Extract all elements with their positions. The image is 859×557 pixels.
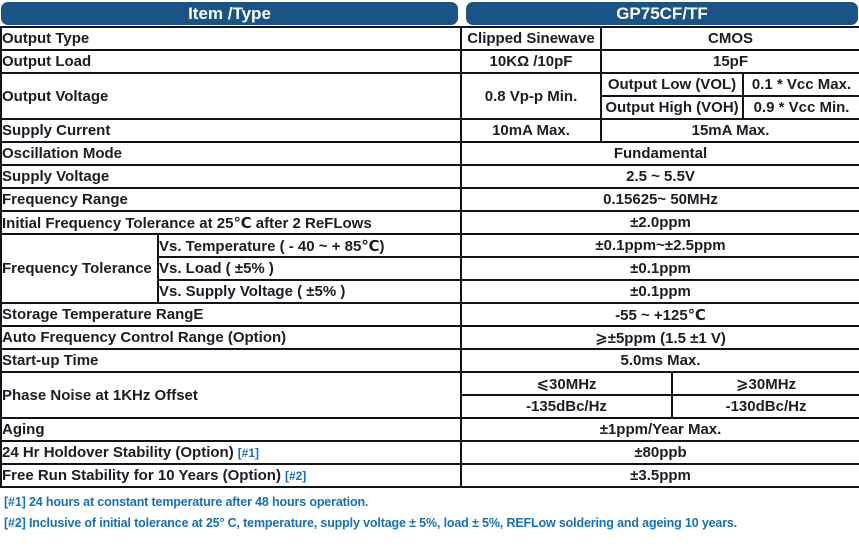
footnotes: [#1] 24 hours at constant temperature af… — [0, 488, 859, 534]
cell-value: ±3.5ppm — [459, 463, 859, 488]
cell-value: ⩾±5ppm (1.5 ±1 V) — [459, 325, 859, 350]
row-label: Free Run Stability for 10 Years (Option)… — [0, 463, 462, 488]
cell-voh-label: Output High (VOH) — [600, 95, 744, 120]
note-ref-2: [#2] — [284, 469, 307, 483]
row-label: Frequency Range — [0, 187, 462, 212]
cell-value: 2.5 ~ 5.5V — [459, 164, 859, 189]
cell-tf-value: 15mA Max. — [599, 118, 859, 143]
row-freq-tolerance-temperature: Frequency Tolerance Vs. Temperature ( - … — [0, 233, 859, 304]
cell-vol-value: 0.1 * Vcc Max. — [741, 72, 859, 97]
row-holdover-stability: 24 Hr Holdover Stability (Option) [#1] ±8… — [0, 440, 859, 465]
row-label: Output Voltage — [0, 72, 462, 120]
row-startup-time: Start-up Time 5.0ms Max. — [0, 348, 859, 373]
row-label: Output Type — [0, 26, 462, 51]
cell-voh-value: 0.9 * Vcc Min. — [741, 95, 859, 120]
row-supply-voltage: Supply Voltage 2.5 ~ 5.5V — [0, 164, 859, 189]
row-label-text: 24 Hr Holdover Stability (Option) — [2, 444, 234, 461]
cell-freq-high-header: ⩾30MHz — [670, 371, 859, 396]
cell-sub-label: Vs. Supply Voltage ( ±5% ) — [157, 279, 462, 304]
row-phase-noise-headers: Phase Noise at 1KHz Offset ⩽30MHz ⩾30MHz — [0, 371, 859, 419]
cell-value: ±0.1ppm — [459, 279, 859, 304]
row-supply-current: Supply Current 10mA Max. 15mA Max. — [0, 118, 859, 143]
table-header-row: Item /Type GP75CF/TF — [0, 0, 859, 26]
row-freq-tolerance-load: Vs. Load ( ±5% ) ±0.1ppm — [1, 256, 859, 281]
cell-sub-label: Vs. Load ( ±5% ) — [157, 256, 462, 281]
cell-tf-value: CMOS — [599, 26, 859, 51]
footnote-1: [#1] 24 hours at constant temperature af… — [4, 495, 369, 509]
row-label: Storage Temperature RangE — [0, 302, 462, 327]
cell-cf-value: 0.8 Vp-p Min. — [460, 72, 602, 120]
cell-value: ±1ppm/Year Max. — [459, 417, 859, 442]
cell-value: ±0.1ppm — [459, 256, 859, 281]
row-storage-temperature: Storage Temperature RangE -55 ~ +125℃ — [0, 302, 859, 327]
row-phase-noise-values: -135dBc/Hz -130dBc/Hz — [1, 394, 859, 419]
row-oscillation-mode: Oscillation Mode Fundamental — [0, 141, 859, 166]
cell-value: ±80ppb — [459, 440, 859, 465]
row-output-voltage-vol: Output Voltage 0.8 Vp-p Min. Output Low … — [0, 72, 859, 120]
row-free-run-stability: Free Run Stability for 10 Years (Option)… — [0, 463, 859, 488]
row-label: Aging — [0, 417, 462, 442]
header-product-name: GP75CF/TF — [466, 2, 858, 25]
row-label: Start-up Time — [0, 348, 462, 373]
row-label: Supply Current — [0, 118, 462, 143]
row-label: Phase Noise at 1KHz Offset — [0, 371, 462, 419]
cell-tf-value: 15pF — [599, 49, 859, 74]
row-label-text: Free Run Stability for 10 Years (Option) — [2, 467, 281, 484]
cell-value: 0.15625~ 50MHz — [459, 187, 859, 212]
row-output-type: Output Type Clipped Sinewave CMOS — [0, 26, 859, 51]
row-label: Auto Frequency Control Range (Option) — [0, 325, 462, 350]
spec-table: Output Type Clipped Sinewave CMOS Output… — [0, 26, 859, 488]
cell-cf-value: Clipped Sinewave — [460, 26, 602, 51]
row-afc-range: Auto Frequency Control Range (Option) ⩾±… — [0, 325, 859, 350]
row-label: Oscillation Mode — [0, 141, 462, 166]
note-ref-1: [#1] — [237, 446, 260, 460]
row-frequency-range: Frequency Range 0.15625~ 50MHz — [0, 187, 859, 212]
cell-value: Fundamental — [459, 141, 859, 166]
cell-value: -55 ~ +125℃ — [459, 302, 859, 327]
row-label: 24 Hr Holdover Stability (Option) [#1] — [0, 440, 462, 465]
cell-sub-label: Vs. Temperature ( - 40 ~ + 85℃) — [157, 233, 462, 258]
cell-cf-value: 10KΩ /10pF — [460, 49, 602, 74]
row-freq-tolerance-supply-voltage: Vs. Supply Voltage ( ±5% ) ±0.1ppm — [1, 279, 859, 304]
footnote-2: [#2] Inclusive of initial tolerance at 2… — [4, 516, 738, 530]
cell-vol-label: Output Low (VOL) — [600, 72, 744, 97]
cell-cf-value: 10mA Max. — [460, 118, 602, 143]
row-initial-tolerance: Initial Frequency Tolerance at 25℃ after… — [0, 210, 859, 235]
row-label: Supply Voltage — [0, 164, 462, 189]
row-output-voltage-voh: Output High (VOH) 0.9 * Vcc Min. — [1, 95, 859, 120]
cell-value: ±0.1ppm~±2.5ppm — [459, 233, 859, 258]
cell-value: ±2.0ppm — [459, 210, 859, 235]
row-output-load: Output Load 10KΩ /10pF 15pF — [0, 49, 859, 74]
cell-freq-low-value: -135dBc/Hz — [460, 394, 673, 419]
row-aging: Aging ±1ppm/Year Max. — [0, 417, 859, 442]
cell-freq-high-value: -130dBc/Hz — [670, 394, 859, 419]
row-label: Initial Frequency Tolerance at 25℃ after… — [0, 210, 462, 235]
cell-value: 5.0ms Max. — [459, 348, 859, 373]
row-label: Output Load — [0, 49, 462, 74]
row-label-frequency-tolerance: Frequency Tolerance — [0, 233, 159, 304]
header-item-type: Item /Type — [1, 2, 458, 25]
cell-freq-low-header: ⩽30MHz — [460, 371, 673, 396]
